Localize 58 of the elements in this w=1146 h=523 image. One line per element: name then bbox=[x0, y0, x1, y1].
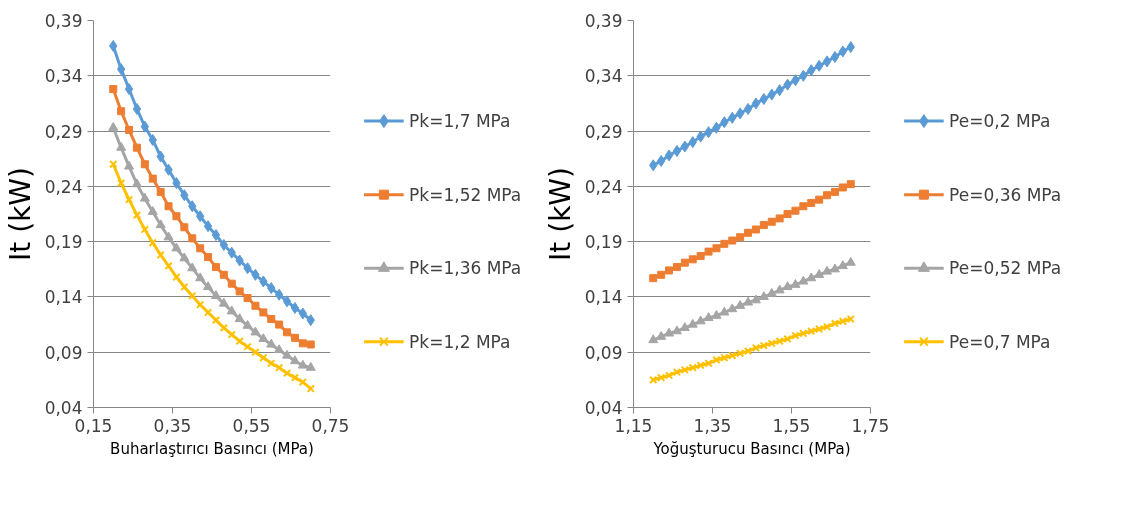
legend-label: Pe=0,36 MPa bbox=[949, 184, 1062, 205]
legend-label: Pk=1,7 MPa bbox=[409, 111, 511, 132]
y-tick-label: 0,14 bbox=[44, 287, 83, 308]
y-tick-label: 0,09 bbox=[44, 342, 83, 363]
y-tick-label: 0,19 bbox=[44, 232, 83, 253]
point bbox=[235, 336, 244, 346]
point bbox=[203, 308, 213, 317]
x-tick-label: 1,35 bbox=[693, 415, 732, 436]
y-axis-title: It (kW) bbox=[3, 167, 37, 261]
point bbox=[219, 323, 229, 333]
y-tick-label: 0,29 bbox=[584, 121, 623, 142]
y-tick-label: 0,14 bbox=[584, 287, 623, 308]
y-axis-title: It (kW) bbox=[543, 167, 577, 261]
legend-label: Pk=1,2 MPa bbox=[409, 331, 511, 352]
y-tick-label: 0,09 bbox=[584, 342, 623, 363]
point bbox=[243, 342, 252, 351]
legend-label: Pe=0,7 MPa bbox=[949, 331, 1051, 352]
x-tick-label: 1,15 bbox=[614, 415, 653, 436]
x-tick-label: 0,55 bbox=[232, 415, 271, 436]
point bbox=[306, 340, 315, 349]
y-tick-label: 0,34 bbox=[44, 66, 83, 87]
point bbox=[188, 291, 197, 300]
point bbox=[290, 373, 300, 382]
point bbox=[180, 282, 189, 292]
y-tick-label: 0,04 bbox=[584, 398, 623, 418]
y-tick-label: 0,39 bbox=[44, 11, 83, 31]
point bbox=[195, 300, 205, 309]
y-tick-label: 0,34 bbox=[584, 66, 623, 87]
y-tick-label: 0,24 bbox=[584, 176, 623, 197]
legend-label: Pe=0,2 MPa bbox=[949, 111, 1051, 132]
x-axis-title: Buharlaştırıcı Basıncı (MPa) bbox=[110, 439, 314, 458]
point bbox=[259, 353, 268, 362]
point bbox=[156, 250, 165, 260]
y-tick-label: 0,19 bbox=[584, 232, 623, 253]
legend-label: Pk=1,52 MPa bbox=[409, 184, 522, 205]
point bbox=[305, 362, 316, 371]
legend-label: Pk=1,36 MPa bbox=[409, 258, 522, 279]
x-tick-label: 0,75 bbox=[311, 415, 350, 436]
legend-label: Pe=0,52 MPa bbox=[949, 258, 1062, 279]
point bbox=[227, 330, 236, 339]
y-tick-label: 0,04 bbox=[44, 398, 83, 418]
point bbox=[172, 272, 181, 282]
x-axis-title: Yoğuşturucu Basıncı (MPa) bbox=[652, 439, 851, 458]
x-tick-label: 1,55 bbox=[772, 415, 811, 436]
point bbox=[251, 348, 260, 357]
x-tick-label: 1,75 bbox=[851, 415, 890, 436]
point bbox=[306, 384, 315, 393]
x-tick-label: 0,35 bbox=[153, 415, 192, 436]
y-tick-label: 0,39 bbox=[584, 11, 623, 31]
point bbox=[298, 377, 308, 387]
point bbox=[267, 359, 276, 368]
y-tick-label: 0,29 bbox=[44, 121, 83, 142]
point bbox=[282, 369, 292, 378]
x-tick-label: 0,15 bbox=[74, 415, 113, 436]
y-tick-label: 0,24 bbox=[44, 176, 83, 197]
point bbox=[164, 261, 173, 271]
point bbox=[211, 315, 221, 325]
point bbox=[274, 363, 284, 372]
